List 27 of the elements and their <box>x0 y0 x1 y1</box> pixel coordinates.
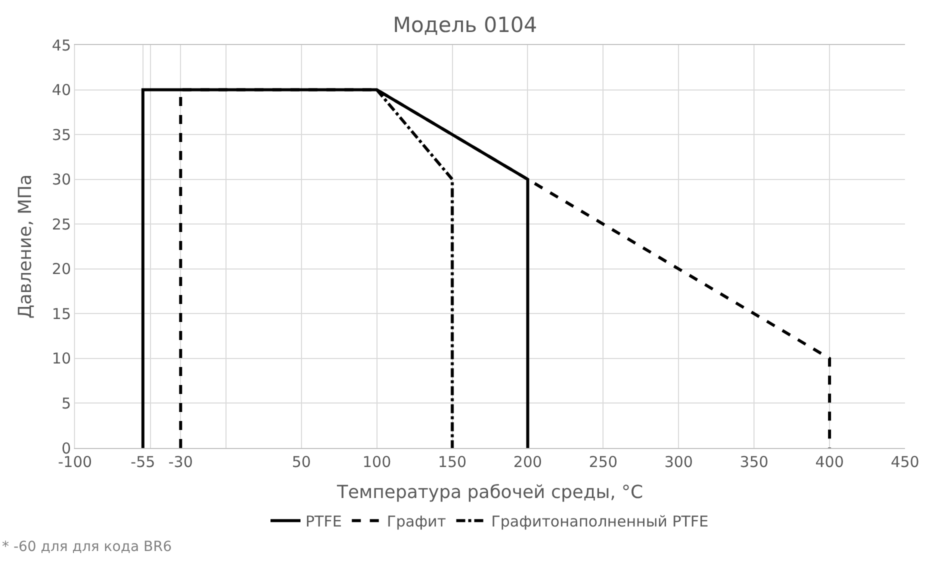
chart-title: Модель 0104 <box>392 12 538 37</box>
x-tick-label: 150 <box>438 453 467 471</box>
legend-label: Графитонаполненный PTFE <box>491 512 709 531</box>
x-tick-label: 250 <box>588 453 618 471</box>
y-tick-label: 40 <box>52 81 71 100</box>
y-tick-label: 35 <box>52 126 71 144</box>
text: * -60 для для кода BR6 <box>2 539 172 555</box>
x-axis-title: Температура рабочей среды, °C <box>336 482 644 504</box>
y-axis-title: Давление, МПа <box>15 174 36 319</box>
x-tick-label: -30 <box>168 453 193 471</box>
x-tick-label: 400 <box>815 453 844 471</box>
legend-label: Графит <box>386 512 446 531</box>
y-tick-label: 20 <box>52 260 71 278</box>
x-tick-label: 100 <box>362 453 392 471</box>
x-tick-label: -55 <box>130 453 156 471</box>
y-tick-label: 45 <box>52 36 71 54</box>
y-tick-label: 5 <box>61 394 71 412</box>
x-tick-label: 300 <box>664 453 693 471</box>
y-tick-label: 25 <box>52 215 71 234</box>
y-tick-label: 30 <box>52 170 71 189</box>
x-tick-label: 200 <box>513 453 542 471</box>
x-tick-label: 350 <box>740 453 768 471</box>
x-tick-label: 50 <box>292 453 311 471</box>
legend-label: PTFE <box>306 512 342 531</box>
y-tick-label: 15 <box>52 304 71 323</box>
y-tick-label: 10 <box>52 350 71 368</box>
x-tick-label: 450 <box>890 453 920 471</box>
